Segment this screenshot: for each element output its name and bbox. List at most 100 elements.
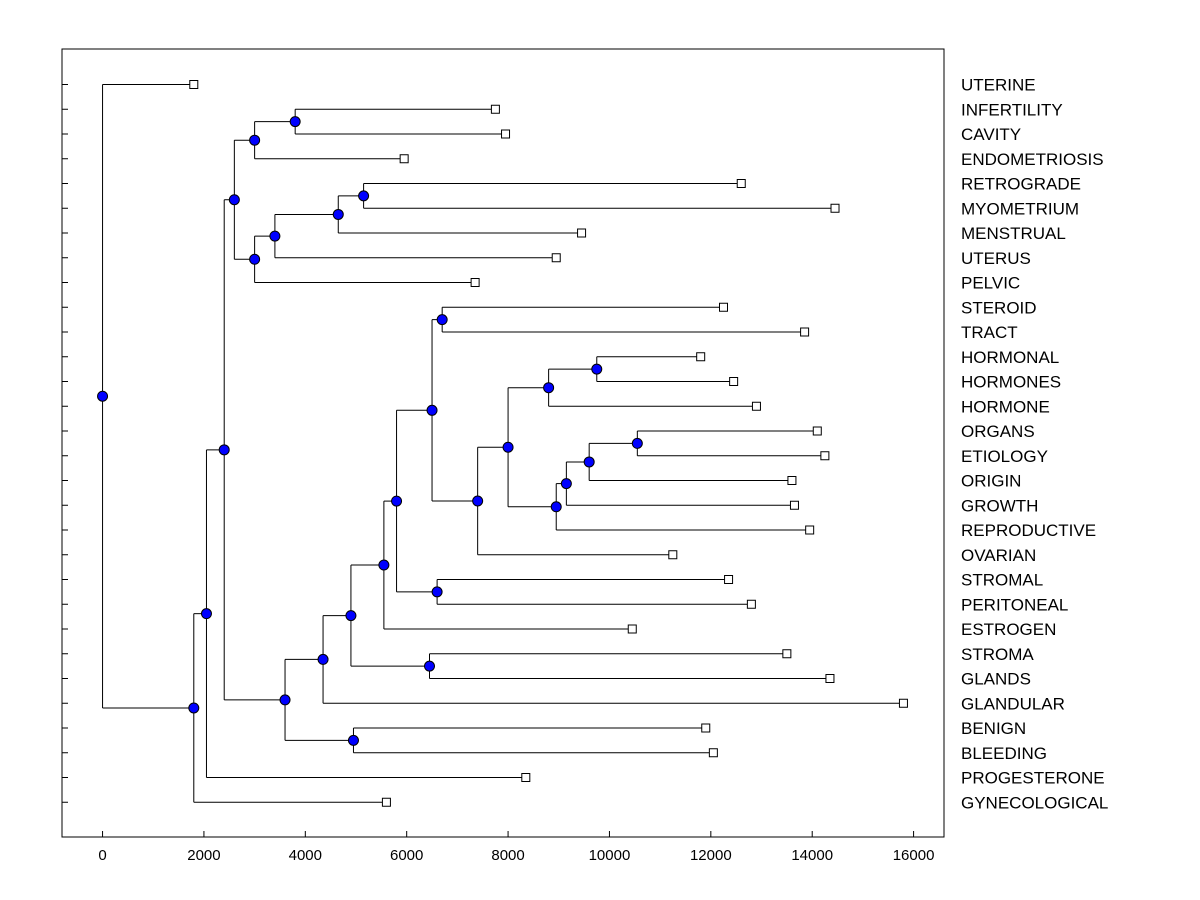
- leaf-marker: [696, 352, 706, 362]
- leaf-label: GLANDS: [961, 670, 1031, 689]
- leaf-ticks: [62, 84, 68, 803]
- merge-node: [332, 208, 344, 220]
- merge-node: [426, 404, 438, 416]
- x-tick-label: 2000: [187, 847, 220, 864]
- leaf-marker: [787, 476, 797, 485]
- leaf-labels: UTERINE INFERTILITY CAVITY ENDOMETRIOSIS RET…: [961, 76, 1108, 813]
- merge-node: [591, 363, 603, 375]
- leaf-label: MENSTRUAL: [961, 224, 1066, 243]
- leaf-marker: [701, 723, 711, 733]
- merge-node: [97, 390, 109, 402]
- leaf-label: GYNECOLOGICAL: [961, 793, 1108, 812]
- merge-node: [391, 495, 403, 507]
- leaf-marker: [708, 748, 718, 758]
- merge-node: [583, 456, 595, 468]
- leaf-label: UTERUS: [961, 249, 1031, 268]
- leaf-label: BENIGN: [961, 719, 1026, 738]
- merge-node: [543, 382, 555, 394]
- x-tick-label: 14000: [791, 847, 833, 864]
- leaf-label: OVARIAN: [961, 546, 1036, 565]
- x-tick-label: 6000: [390, 847, 423, 864]
- leaf-label: ETIOLOGY: [961, 447, 1048, 466]
- merge-node: [289, 116, 301, 128]
- merge-node: [358, 190, 370, 202]
- leaf-marker: [490, 104, 500, 114]
- leaf-label: REPRODUCTIVE: [961, 521, 1096, 540]
- leaf-marker: [521, 773, 531, 782]
- leaf-label: PELVIC: [961, 274, 1020, 293]
- leaf-label: PERITONEAL: [961, 595, 1068, 614]
- leaf-markers: [189, 80, 908, 807]
- merge-node: [424, 660, 435, 672]
- x-tick-label: 16000: [893, 847, 935, 864]
- leaf-marker: [782, 649, 792, 659]
- leaf-label: ORIGIN: [961, 472, 1021, 491]
- leaf-marker: [189, 80, 199, 89]
- merge-node: [249, 134, 261, 146]
- merge-node: [550, 501, 562, 513]
- leaf-marker: [800, 327, 810, 337]
- leaf-label: UTERINE: [961, 76, 1036, 95]
- x-tick-label: 10000: [589, 847, 631, 864]
- leaf-marker: [820, 451, 830, 461]
- leaf-label: HORMONES: [961, 373, 1061, 392]
- leaf-marker: [736, 179, 746, 188]
- leaf-marker: [751, 401, 761, 411]
- leaf-marker: [399, 154, 409, 164]
- x-axis: 0 2000 4000 6000 8000 10000 12000 14000 16000: [98, 831, 934, 864]
- leaf-marker: [627, 624, 637, 634]
- leaf-marker: [501, 129, 511, 139]
- merge-node: [631, 437, 643, 449]
- merge-node: [378, 559, 390, 571]
- leaf-marker: [812, 426, 822, 436]
- merge-node: [218, 444, 230, 456]
- merge-node: [249, 253, 261, 265]
- leaf-label: BLEEDING: [961, 744, 1047, 763]
- leaf-label: STEROID: [961, 298, 1037, 317]
- merge-node: [345, 610, 357, 622]
- leaf-label: TRACT: [961, 323, 1018, 342]
- leaf-label: ORGANS: [961, 422, 1035, 441]
- leaf-marker: [729, 377, 739, 386]
- leaf-marker: [898, 698, 908, 708]
- leaf-label: HORMONE: [961, 397, 1050, 416]
- leaf-label: GLANDULAR: [961, 694, 1065, 713]
- leaf-marker: [825, 674, 835, 683]
- leaf-label: ENDOMETRIOSIS: [961, 150, 1104, 169]
- leaf-marker: [381, 797, 391, 807]
- x-tick-label: 12000: [690, 847, 732, 864]
- merge-node: [200, 608, 212, 620]
- leaf-label: GROWTH: [961, 496, 1038, 515]
- leaf-marker: [746, 599, 756, 609]
- leaf-marker: [805, 525, 815, 535]
- leaf-label: RETROGRADE: [961, 175, 1081, 194]
- x-tick-label: 4000: [289, 847, 322, 864]
- plot-frame: [61, 48, 945, 838]
- merge-node: [502, 441, 514, 453]
- leaf-marker: [789, 500, 799, 510]
- merge-node: [347, 734, 359, 746]
- merge-node: [472, 495, 484, 507]
- leaf-label: CAVITY: [961, 125, 1021, 144]
- merge-node: [279, 694, 291, 706]
- dendrogram-links: [102, 84, 904, 803]
- merge-node: [188, 702, 200, 714]
- merge-node: [436, 314, 448, 326]
- leaf-label: INFERTILITY: [961, 100, 1063, 119]
- leaf-label: MYOMETRIUM: [961, 199, 1079, 218]
- merge-node: [269, 230, 281, 242]
- merge-node: [317, 653, 329, 665]
- leaf-marker: [551, 253, 561, 263]
- leaf-marker: [577, 228, 587, 238]
- leaf-label: STROMA: [961, 645, 1034, 664]
- leaf-marker: [470, 278, 480, 287]
- leaf-marker: [668, 550, 678, 560]
- leaf-label: STROMAL: [961, 571, 1043, 590]
- merge-node: [228, 194, 240, 206]
- merge-node: [560, 478, 572, 490]
- leaf-label: PROGESTERONE: [961, 769, 1105, 788]
- x-tick-label: 0: [98, 847, 106, 864]
- leaf-marker: [724, 575, 734, 584]
- x-tick-label: 8000: [491, 847, 524, 864]
